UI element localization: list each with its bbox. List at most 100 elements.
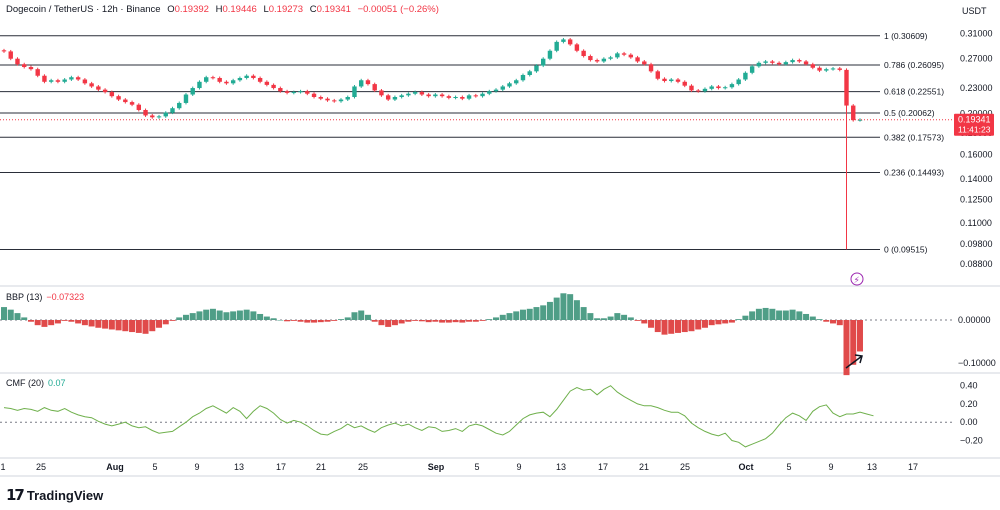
last-price-value: 0.19341 bbox=[958, 115, 991, 125]
bbp-legend[interactable]: BBP (13) −0.07323 bbox=[6, 292, 84, 302]
candle-body bbox=[837, 68, 842, 70]
bbp-bar bbox=[526, 308, 533, 320]
bbp-bar bbox=[250, 311, 257, 320]
candle-body bbox=[406, 93, 411, 96]
bbp-bar bbox=[715, 320, 722, 325]
candle-body bbox=[210, 77, 216, 79]
bbp-bar bbox=[108, 320, 115, 330]
bbp-bar bbox=[499, 314, 506, 320]
bbp-bar bbox=[701, 320, 708, 328]
bbp-bar bbox=[742, 315, 749, 320]
candle-body bbox=[648, 64, 654, 72]
price-tick-label: 0.11000 bbox=[960, 218, 992, 228]
time-axis[interactable]: 1 25 Aug 5 9 13 17 21 25 Sep 5 9 13 17 21 25 Oct 5 9 13 17 bbox=[0, 462, 918, 472]
bbp-bar bbox=[290, 320, 297, 321]
candle-body bbox=[601, 58, 607, 62]
fibonacci-retracement[interactable]: 1 (0.30609) 0.786 (0.26095) 0.618 (0.22551… bbox=[0, 31, 944, 255]
time-tick-label: 13 bbox=[867, 462, 877, 472]
symbol-title[interactable]: Dogecoin / TetherUS · 12h · Binance bbox=[6, 4, 161, 15]
low-label: L bbox=[263, 4, 269, 15]
candle-body bbox=[756, 62, 762, 67]
cmf-tick-label: 0.20 bbox=[960, 399, 978, 409]
fib-level-label: 1 (0.30609) bbox=[884, 31, 928, 41]
bbp-bar bbox=[14, 313, 21, 320]
bbp-bar bbox=[48, 320, 55, 326]
price-tick-label: 0.16000 bbox=[960, 149, 993, 159]
price-tick-label: 0.08800 bbox=[960, 259, 993, 269]
time-tick-label: 13 bbox=[234, 462, 244, 472]
candle-body bbox=[709, 86, 714, 89]
bbp-bar bbox=[115, 320, 122, 331]
candle-body bbox=[8, 51, 13, 59]
bbp-bar bbox=[1, 307, 7, 320]
bbp-bar bbox=[358, 310, 365, 320]
bbp-tick-label: 0.00000 bbox=[958, 315, 991, 325]
candle-body bbox=[291, 92, 297, 94]
bbp-bar bbox=[122, 320, 129, 332]
bbp-bar bbox=[519, 309, 526, 320]
candle-body bbox=[729, 84, 735, 88]
time-tick-label: 5 bbox=[474, 462, 479, 472]
tradingview-logo[interactable]: 17 TradingView bbox=[6, 486, 103, 504]
price-unit: USDT bbox=[962, 6, 987, 16]
candle-body bbox=[783, 62, 789, 65]
candle-body bbox=[561, 39, 566, 42]
bbp-bar bbox=[364, 314, 371, 320]
candle-body bbox=[372, 84, 377, 91]
bbp-bar bbox=[277, 320, 284, 321]
candle-body bbox=[446, 96, 452, 98]
bbp-bar bbox=[34, 320, 41, 326]
bbp-bar bbox=[749, 311, 756, 320]
candle-body bbox=[150, 115, 155, 118]
close-label: C bbox=[309, 4, 317, 15]
candle-body bbox=[514, 80, 519, 84]
bbp-bar bbox=[317, 320, 324, 323]
bbp-bar bbox=[479, 320, 486, 321]
bbp-bar bbox=[843, 320, 850, 376]
bbp-bar bbox=[7, 309, 14, 320]
candle-body bbox=[803, 61, 809, 65]
bbp-bar bbox=[378, 320, 385, 326]
bbp-bar bbox=[850, 320, 857, 365]
bbp-bar bbox=[695, 320, 702, 330]
bbp-bar bbox=[324, 320, 331, 322]
candle-body bbox=[278, 88, 283, 92]
bbp-bar bbox=[782, 310, 789, 320]
candle-body bbox=[534, 65, 539, 72]
bbp-bar bbox=[385, 320, 392, 327]
price-tick-label: 0.31000 bbox=[960, 28, 993, 38]
bbp-bar bbox=[54, 320, 61, 324]
bbp-bar bbox=[331, 320, 338, 321]
candle-body bbox=[851, 105, 856, 121]
candle-body bbox=[102, 89, 108, 93]
price-tick-label: 0.27000 bbox=[960, 54, 993, 64]
price-tick-label: 0.23000 bbox=[960, 83, 993, 93]
candle-body bbox=[338, 99, 344, 102]
bbp-bar bbox=[728, 320, 735, 323]
bbp-bar bbox=[81, 320, 88, 326]
last-price-badge bbox=[954, 113, 994, 136]
bbp-bar bbox=[755, 308, 762, 320]
candle-body bbox=[412, 92, 418, 94]
close-value: 0.19341 bbox=[316, 4, 351, 15]
fib-level-label: 0 (0.09515) bbox=[884, 245, 928, 255]
bbp-histogram bbox=[0, 293, 954, 376]
price-axis[interactable]: 0.310000.270000.230000.200000.180000.160… bbox=[958, 28, 996, 445]
bbp-bar bbox=[189, 313, 196, 320]
candle-body bbox=[790, 60, 795, 63]
bbp-bar bbox=[607, 316, 614, 320]
fib-level-label: 0.382 (0.17573) bbox=[884, 132, 944, 142]
cmf-legend[interactable]: CMF (20) 0.07 bbox=[6, 378, 66, 388]
candle-body bbox=[696, 90, 701, 92]
bbp-bar bbox=[27, 320, 34, 322]
candle-body bbox=[527, 71, 532, 75]
arrow-icon bbox=[845, 354, 863, 369]
candle-body bbox=[520, 74, 526, 81]
open-label: O bbox=[167, 4, 175, 15]
bbp-bar bbox=[823, 320, 830, 322]
candle-body bbox=[642, 61, 647, 65]
candle-body bbox=[62, 79, 67, 82]
candle-body bbox=[702, 88, 708, 92]
